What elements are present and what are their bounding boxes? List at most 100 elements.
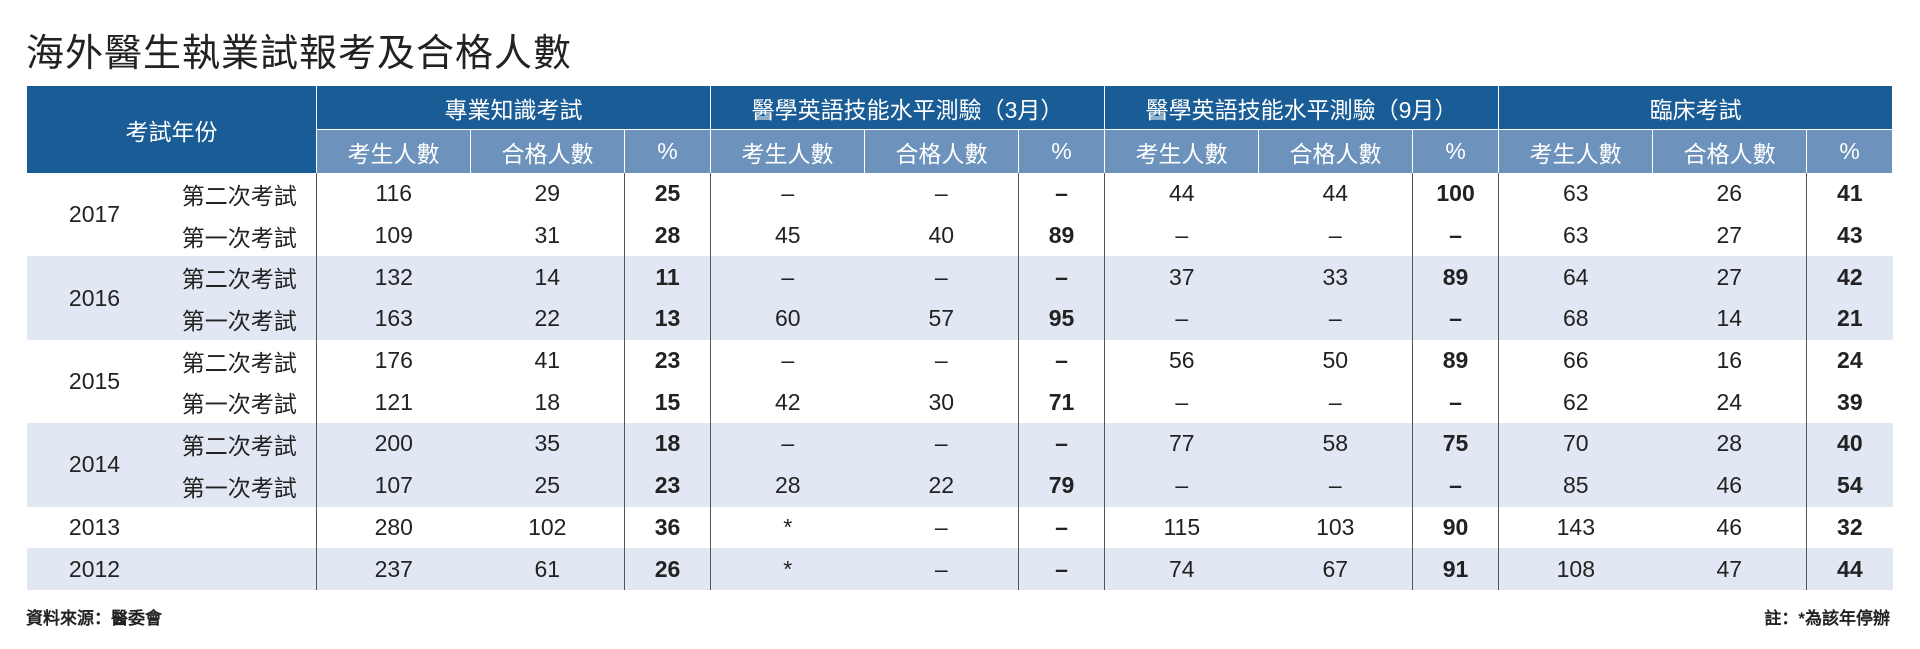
candidates-cell: 121 (374, 388, 413, 415)
passed-cell: – (1258, 464, 1414, 507)
passed-cell: 58 (1258, 423, 1414, 465)
candidates-cell: 163 (316, 298, 471, 340)
candidates-cell: 77 (1104, 423, 1259, 465)
candidates-cell: – (710, 256, 865, 299)
percent-cell: 100 (1412, 173, 1500, 215)
session-cell: 第二次考試 (162, 173, 317, 215)
percent-cell: 26 (624, 548, 711, 590)
passed-cell: 46 (1652, 506, 1808, 549)
candidates-cell: 132 (316, 256, 471, 299)
candidates-cell: 70 (1498, 423, 1653, 465)
percent-cell: 89 (1412, 339, 1500, 382)
header-percent: % (1412, 129, 1500, 173)
passed-cell: 25 (470, 464, 625, 507)
candidates-cell: 108 (1498, 548, 1653, 590)
session-cell: 第一次考試 (162, 381, 317, 424)
passed-cell: 44 (1258, 173, 1414, 215)
percent-cell: 89 (1018, 214, 1106, 257)
passed-cell: 16 (1652, 339, 1808, 382)
percent-cell: 91 (1412, 548, 1500, 590)
passed-cell: 22 (470, 298, 625, 340)
header-passed: 合格人數 (1258, 129, 1414, 173)
percent-cell: 44 (1806, 548, 1893, 590)
candidates-cell: 45 (774, 222, 801, 249)
percent-cell: 79 (1018, 464, 1106, 507)
table-row: 2012 237 61 26 * – –74 67 91 108 47 44 (26, 548, 1893, 590)
passed-cell: – (864, 423, 1019, 465)
candidates-cell: 63 (1563, 180, 1589, 207)
table-row: 第一次考試 109 31 28 45 40 89– – –63 27 43 (27, 214, 1893, 257)
percent-cell: – (1018, 548, 1106, 590)
percent-cell: 21 (1806, 298, 1893, 340)
candidates-cell: 74 (1104, 548, 1259, 590)
passed-cell: 24 (1652, 381, 1808, 424)
header-group: 醫學英語技能水平測驗（3月） (709, 86, 1106, 130)
header-candidates: 考生人數 (316, 129, 471, 173)
candidates-cell: 68 (1498, 298, 1653, 340)
candidates-cell: – (1175, 388, 1189, 415)
passed-cell: 14 (470, 256, 625, 299)
percent-cell: – (1018, 173, 1106, 215)
candidates-cell: – (1104, 464, 1259, 507)
candidates-cell: 64 (1498, 256, 1653, 299)
year-cell: 2017 (68, 201, 121, 228)
percent-cell: 71 (1018, 381, 1106, 424)
percent-cell: 43 (1837, 222, 1863, 249)
header-group: 醫學英語技能水平測驗（9月） (1104, 86, 1500, 130)
year-cell: 2012 (26, 548, 163, 590)
table-row: 第一次考試 163 22 13 60 57 95– – –68 14 21 (27, 298, 1893, 340)
candidates-cell: 143 (1556, 513, 1595, 540)
percent-cell: 42 (1806, 256, 1893, 299)
candidates-cell: 42 (774, 388, 801, 415)
percent-cell: 95 (1018, 298, 1106, 340)
header-candidates: 考生人數 (1498, 129, 1654, 173)
header-group: 專業知識考試 (316, 86, 711, 130)
year-cell: 2016 (26, 256, 163, 340)
passed-cell: – (1258, 381, 1414, 424)
passed-cell: – (1258, 214, 1414, 257)
passed-cell: 41 (470, 339, 625, 382)
table-row: 第一次考試 107 25 23 28 22 79– – –85 46 54 (27, 464, 1893, 507)
candidates-cell: * (783, 513, 793, 540)
percent-cell: 24 (1837, 347, 1863, 374)
percent-cell: 25 (624, 173, 711, 215)
passed-cell: 103 (1258, 506, 1414, 549)
candidates-cell: 62 (1563, 388, 1589, 415)
header-group: 臨床考試 (1498, 86, 1894, 130)
candidates-cell: – (1175, 222, 1189, 249)
percent-cell: 41 (1837, 180, 1863, 207)
percent-cell: 15 (624, 381, 711, 424)
candidates-cell: 60 (710, 298, 865, 340)
header-percent: % (1017, 129, 1106, 173)
percent-cell: – (1018, 256, 1106, 299)
header-passed: 合格人數 (864, 129, 1019, 173)
passed-cell: 22 (864, 464, 1019, 507)
passed-cell: 33 (1258, 256, 1414, 299)
header-percent: % (1806, 129, 1894, 173)
header-candidates: 考生人數 (710, 129, 865, 173)
passed-cell: 61 (470, 548, 625, 590)
percent-cell: 54 (1806, 464, 1893, 507)
year-cell: 2013 (68, 513, 121, 540)
candidates-cell: 56 (1168, 347, 1195, 374)
percent-cell: 75 (1412, 423, 1500, 465)
passed-cell: – (864, 339, 1019, 382)
candidates-cell: 85 (1498, 464, 1653, 507)
percent-cell: 32 (1837, 513, 1863, 540)
percent-cell: – (1412, 214, 1500, 257)
percent-cell: – (1018, 506, 1106, 549)
table-row: 2017 第二次考試 116 29 25– – –44 44 100 63 26 41 (27, 173, 1893, 227)
passed-cell: – (864, 506, 1019, 549)
passed-cell: 29 (470, 173, 625, 215)
session-cell: 第二次考試 (162, 339, 317, 382)
candidates-cell: 280 (374, 513, 413, 540)
header-group-row: 考試年份 專業知識考試 醫學英語技能水平測驗（3月） 醫學英語技能水平測驗（9月… (26, 86, 1894, 173)
candidates-cell: 44 (1168, 180, 1195, 207)
passed-cell: 46 (1652, 464, 1808, 507)
passed-cell: – (1258, 298, 1414, 340)
passed-cell: 30 (864, 381, 1019, 424)
session-cell: 第一次考試 (162, 464, 317, 507)
passed-cell: – (864, 256, 1019, 299)
passed-cell: 18 (470, 381, 625, 424)
candidates-cell: 200 (316, 423, 471, 465)
